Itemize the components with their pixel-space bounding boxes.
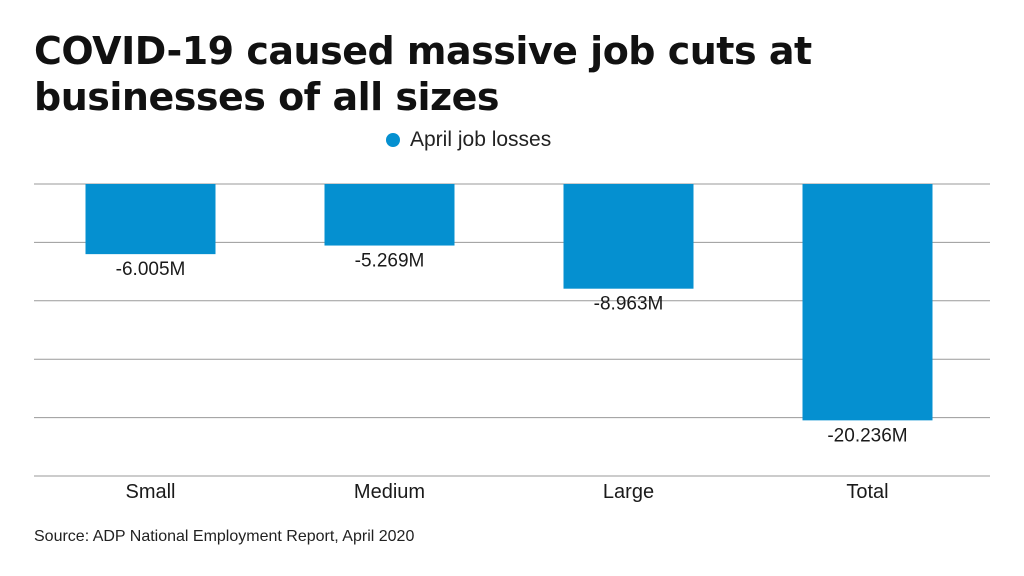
data-label-small: -6.005M (116, 259, 186, 280)
bar-large (563, 184, 694, 289)
x-tick-label-small: Small (125, 481, 175, 503)
bar-small (85, 184, 216, 255)
x-tick-label-total: Total (846, 481, 888, 503)
x-tick-label-large: Large (603, 481, 654, 503)
bar-medium (324, 184, 455, 246)
x-tick-label-medium: Medium (354, 481, 425, 503)
legend-label: April job losses (410, 128, 552, 151)
data-label-total: -20.236M (827, 425, 907, 446)
data-label-medium: -5.269M (355, 251, 425, 272)
chart-title: COVID-19 caused massive job cuts at busi… (34, 29, 812, 119)
source-note: Source: ADP National Employment Report, … (34, 528, 415, 545)
legend-marker (386, 133, 400, 147)
bar-total (802, 184, 933, 421)
data-label-large: -8.963M (594, 294, 664, 315)
legend: April job losses (386, 128, 551, 152)
